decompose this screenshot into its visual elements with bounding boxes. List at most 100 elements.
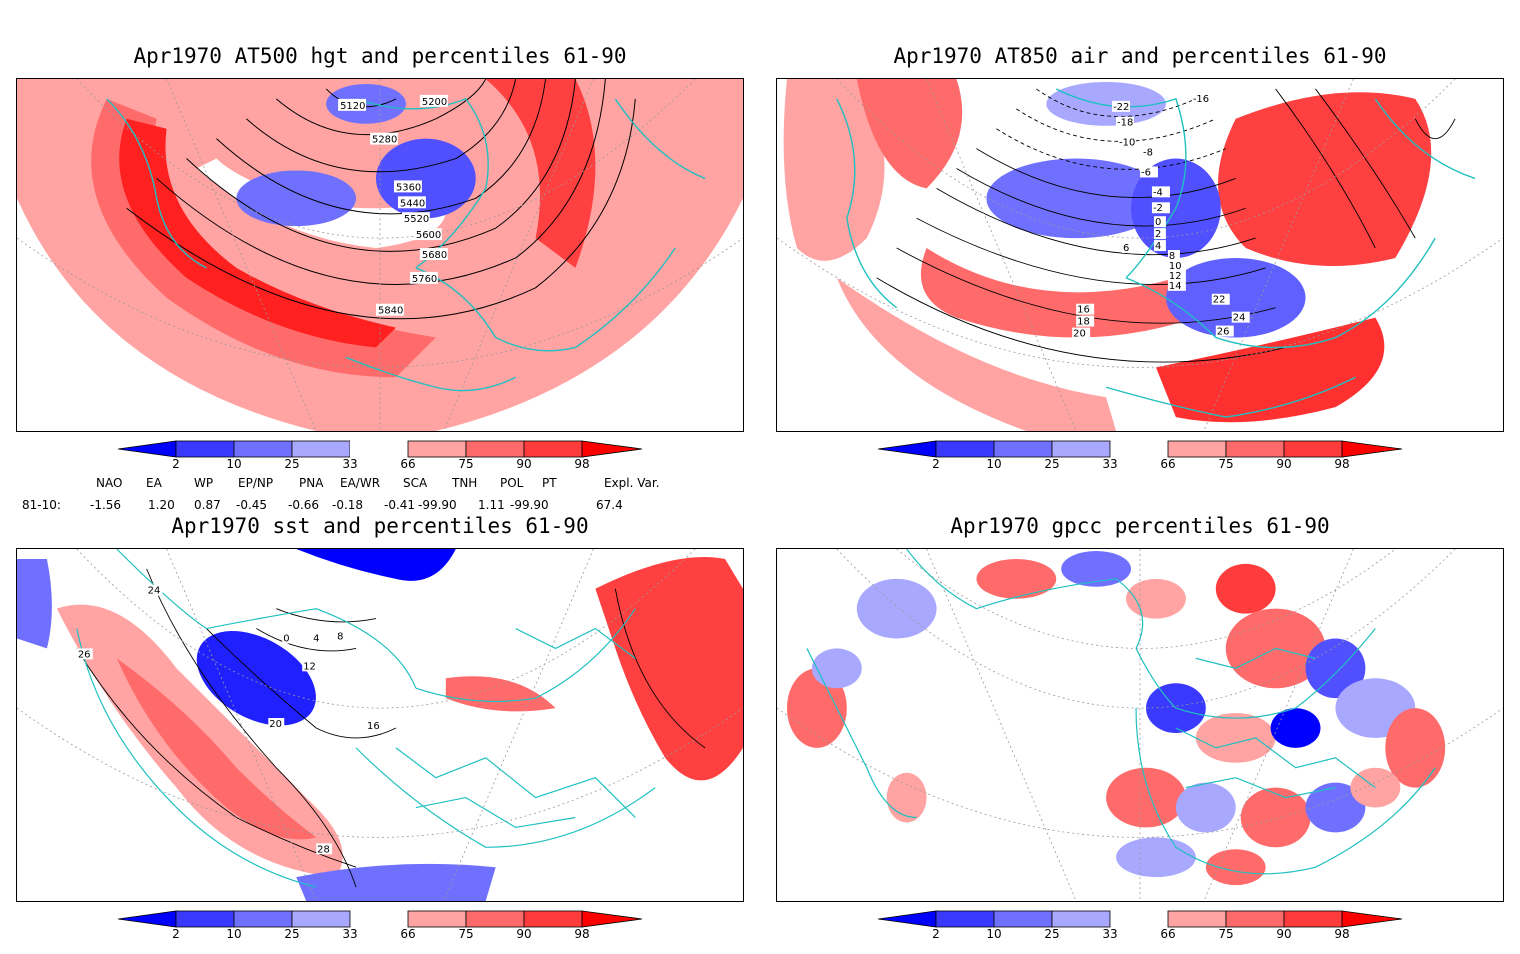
- index-value: 1.11: [478, 498, 505, 512]
- height-contours: [126, 79, 636, 320]
- contour-label: 22: [1213, 295, 1226, 306]
- anomaly-blue-1-hgt: [236, 170, 357, 227]
- anomaly-light-red-air: [836, 277, 1117, 431]
- index-header: PT: [542, 476, 557, 490]
- anomaly-blue-1-air: [986, 158, 1166, 239]
- contour-label: -10: [1119, 138, 1135, 149]
- graticule-hgt: [17, 79, 743, 431]
- anomaly-red-nw-air: [856, 79, 963, 189]
- contour-label: -18: [1117, 118, 1133, 129]
- contour-label: -4: [1153, 187, 1163, 198]
- temperature-contours: [876, 88, 1456, 363]
- contour-label: 10: [1169, 261, 1182, 272]
- contour-label: 4: [313, 633, 319, 644]
- contour-label: -8: [1143, 148, 1153, 159]
- index-header: TNH: [452, 476, 478, 490]
- contour-label: 20: [1073, 329, 1086, 340]
- contour-label: 6: [1123, 243, 1129, 254]
- contour-label: 26: [78, 649, 91, 660]
- map-air: -22 -16 -18 -10 -8 -6 -4 -2 0 2 4 6 8 10…: [776, 78, 1504, 432]
- colorbar-label: 90: [516, 457, 532, 471]
- contour-label: 16: [367, 721, 380, 732]
- colorbar-label: 66: [400, 927, 416, 941]
- colorbar-label: 25: [284, 457, 300, 471]
- colorbar-hgt: 2 10 25 33 66 75 90 98: [118, 440, 642, 484]
- colorbar-label: 33: [342, 927, 358, 941]
- colorbar-label: 25: [284, 927, 300, 941]
- anomaly-blue-4-air: [1046, 81, 1166, 126]
- panel-title-gpcc: Apr1970 gpcc percentiles 61-90: [950, 514, 1330, 538]
- colorbar-label: 33: [1102, 927, 1118, 941]
- index-header: EP/NP: [238, 476, 274, 490]
- index-value: -99.90: [418, 498, 457, 512]
- contour-label: 5120: [340, 101, 365, 112]
- anomaly-red-mid-sst: [445, 676, 556, 712]
- index-header: EA: [146, 476, 162, 490]
- anomaly-blue-3-air: [1165, 257, 1306, 338]
- contour-label: 2: [1155, 229, 1161, 240]
- colorbar-sst: 2 10 25 33 66 75 90 98: [118, 910, 642, 954]
- anomaly-red-south-air: [1155, 317, 1385, 423]
- index-header: EA/WR: [340, 476, 381, 490]
- colorbar-label: 10: [226, 457, 242, 471]
- index-value: -0.45: [236, 498, 268, 512]
- index-value: -1.56: [90, 498, 122, 512]
- contour-label: 8: [1169, 251, 1175, 262]
- map-hgt: 5120 5200 5280 5360 5440 5520 5600 5680 …: [16, 78, 744, 432]
- contour-label: 5840: [378, 306, 403, 317]
- colorbar-label: 98: [574, 927, 590, 941]
- colorbar-label: 75: [458, 927, 474, 941]
- anomaly-red-band-air: [920, 248, 1196, 338]
- colorbar-label: 10: [986, 927, 1002, 941]
- anomaly-red-north-hgt: [485, 79, 596, 268]
- colorbar-label: 25: [1044, 457, 1060, 471]
- colorbar-label: 75: [458, 457, 474, 471]
- colorbar-label: 90: [516, 927, 532, 941]
- colorbar-label: 2: [172, 457, 180, 471]
- colorbar-label: 2: [932, 457, 940, 471]
- contour-label: 14: [1169, 281, 1182, 292]
- index-header: Expl. Var.: [604, 476, 660, 490]
- anomaly-red-ne-air: [1218, 92, 1432, 266]
- colorbar-label: 75: [1218, 927, 1234, 941]
- contour-label: 12: [1169, 271, 1182, 282]
- contour-label: 5280: [372, 135, 397, 146]
- contour-label: 28: [317, 844, 330, 855]
- precip-anomaly-patches: [786, 550, 1446, 886]
- contour-label: 5200: [422, 97, 447, 108]
- colorbar-label: 66: [400, 457, 416, 471]
- contour-label: 0: [1155, 217, 1161, 228]
- contour-label: 5680: [422, 250, 447, 261]
- temperature-contour-labels: -22 -16 -18 -10 -8 -6 -4 -2 0 2 4 6 8 10…: [1072, 92, 1250, 340]
- height-contour-labels: 5120 5200 5280 5360 5440 5520 5600 5680 …: [338, 94, 448, 317]
- sst-contours: [76, 568, 706, 888]
- index-header: PNA: [299, 476, 324, 490]
- colorbar-label: 98: [1334, 927, 1350, 941]
- contour-label: 5520: [404, 214, 429, 225]
- map-sst: 24 26 20 16 12 8 4 0 28: [16, 548, 744, 902]
- index-value: 67.4: [596, 498, 623, 512]
- panel-title-sst: Apr1970 sst and percentiles 61-90: [171, 514, 589, 538]
- anomaly-white-hgt: [196, 158, 447, 249]
- index-row-label: 81-10:: [22, 498, 61, 512]
- colorbar-gpcc: 2 10 25 33 66 75 90 98: [878, 910, 1402, 954]
- contour-label: 5440: [400, 198, 425, 209]
- colorbar-label: 90: [1276, 927, 1292, 941]
- coastlines-gpcc: [806, 549, 1436, 875]
- colorbar-label: 75: [1218, 457, 1234, 471]
- colorbar-label: 66: [1160, 457, 1176, 471]
- contour-label: 16: [1077, 305, 1090, 316]
- coastlines-air: [836, 88, 1476, 418]
- index-header: SCA: [403, 476, 428, 490]
- coastlines-hgt: [106, 98, 706, 392]
- contour-label: 0: [283, 633, 289, 644]
- contour-label: 12: [303, 661, 316, 672]
- sst-contour-labels: 24 26 20 16 12 8 4 0 28: [76, 584, 382, 855]
- contour-label: 24: [1233, 313, 1246, 324]
- contour-label: -6: [1141, 167, 1151, 178]
- contour-label: -16: [1193, 94, 1209, 105]
- graticule-air: [777, 79, 1503, 431]
- index-value: -0.66: [288, 498, 320, 512]
- contour-label: 5760: [412, 274, 437, 285]
- panel-title-hgt: Apr1970 AT500 hgt and percentiles 61-90: [133, 44, 627, 68]
